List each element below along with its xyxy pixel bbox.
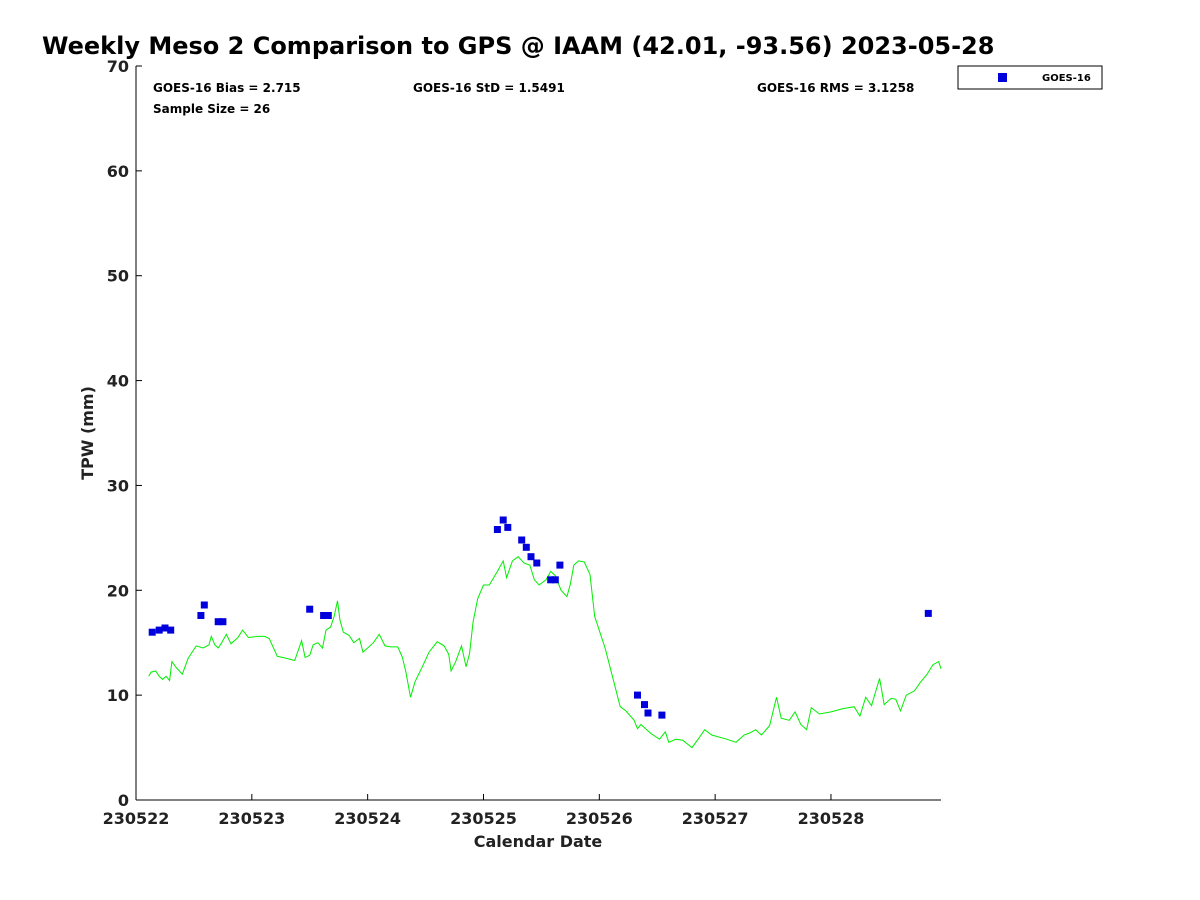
x-tick-label: 230522: [103, 809, 170, 828]
goes-16-point: [493, 526, 501, 533]
x-tick-label: 230527: [682, 809, 749, 828]
y-tick-label: 60: [107, 162, 129, 181]
gps-line-group: [148, 556, 942, 749]
goes-16-point: [634, 691, 641, 699]
x-tick-label: 230528: [798, 809, 865, 828]
x-axis-label: Calendar Date: [474, 832, 603, 851]
goes-16-point: [148, 628, 156, 636]
goes-16-point: [644, 709, 652, 717]
plot-area: 0 10 20 30 40 50 60 70 230522 230523 230524 230525…: [103, 57, 942, 828]
y-tick-label: 0: [118, 791, 129, 810]
goes-16-point: [155, 626, 163, 634]
x-tick-label: 230526: [566, 809, 633, 828]
goes-16-points: [148, 516, 932, 719]
goes-16-point: [924, 609, 932, 617]
legend-label-goes-16: GOES-16: [1042, 73, 1091, 84]
goes-16-point: [161, 624, 169, 632]
y-tick-label: 50: [107, 267, 129, 286]
legend: GOES-16: [957, 65, 1103, 90]
std-stat: GOES-16 StD = 1.5491: [413, 81, 565, 95]
x-tick-label: 230525: [450, 809, 517, 828]
goes-16-point: [200, 601, 208, 609]
bias-stat: GOES-16 Bias = 2.715: [153, 81, 301, 95]
rms-stat: GOES-16 RMS = 3.1258: [757, 81, 914, 95]
x-tick-label: 230524: [334, 809, 401, 828]
goes-16-point: [658, 711, 666, 719]
goes-16-point: [551, 576, 559, 584]
legend-marker-goes-16: [998, 73, 1007, 82]
y-tick-label: 30: [107, 476, 129, 495]
y-ticks: 0 10 20 30 40 50 60 70: [107, 57, 142, 810]
goes-16-point: [641, 701, 648, 709]
x-ticks: 230522 230523 230524 230525 230526 230527 2305…: [103, 794, 865, 828]
goes-16-point: [527, 553, 535, 561]
goes-16-point: [320, 612, 328, 619]
goes-16-point: [504, 523, 512, 531]
y-tick-label: 10: [107, 686, 129, 705]
chart-title: Weekly Meso 2 Comparison to GPS @ IAAM (…: [42, 32, 994, 60]
goes-16-point: [533, 559, 541, 567]
goes-16-point: [518, 536, 526, 544]
y-axis-label: TPW (mm): [78, 386, 97, 480]
y-tick-label: 20: [107, 581, 129, 600]
goes-16-point: [324, 612, 332, 619]
y-tick-label: 40: [107, 372, 129, 391]
y-tick-label: 70: [107, 57, 129, 76]
goes-16-point: [547, 576, 555, 584]
goes-16-point: [306, 605, 314, 613]
goes-16-point: [219, 618, 227, 626]
goes-16-point: [167, 626, 175, 634]
goes-16-point: [197, 612, 205, 619]
goes-16-point: [499, 516, 507, 524]
goes-16-point: [214, 618, 222, 626]
goes-16-point: [522, 543, 530, 551]
legend-box: [957, 65, 1103, 90]
goes-16-point: [556, 561, 564, 569]
x-tick-label: 230523: [218, 809, 285, 828]
gps-tpw-line: [148, 556, 942, 749]
sample-size-stat: Sample Size = 26: [153, 102, 270, 116]
